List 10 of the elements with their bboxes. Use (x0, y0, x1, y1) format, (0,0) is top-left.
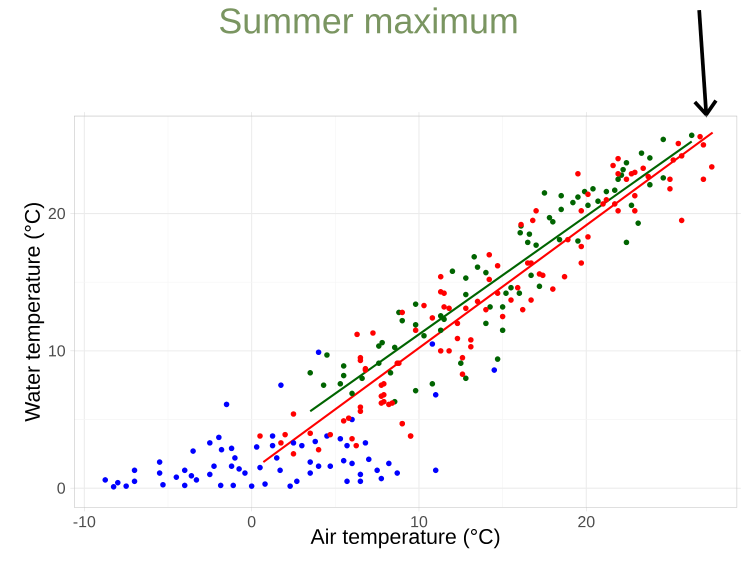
x-axis-title: Air temperature (°C) (310, 528, 500, 548)
x-tick-label: -10 (74, 516, 96, 528)
y-tick-label: 0 (57, 482, 66, 494)
chart-title: Summer maximum (220, 7, 516, 34)
y-tick-label: 20 (48, 208, 66, 220)
x-tick-label: 10 (411, 516, 428, 528)
x-tick-label: 20 (578, 516, 595, 528)
y-tick-label: 10 (49, 345, 66, 356)
x-tick-label: 0 (248, 516, 256, 528)
y-axis-title: Water temperature (°C) (24, 203, 44, 422)
